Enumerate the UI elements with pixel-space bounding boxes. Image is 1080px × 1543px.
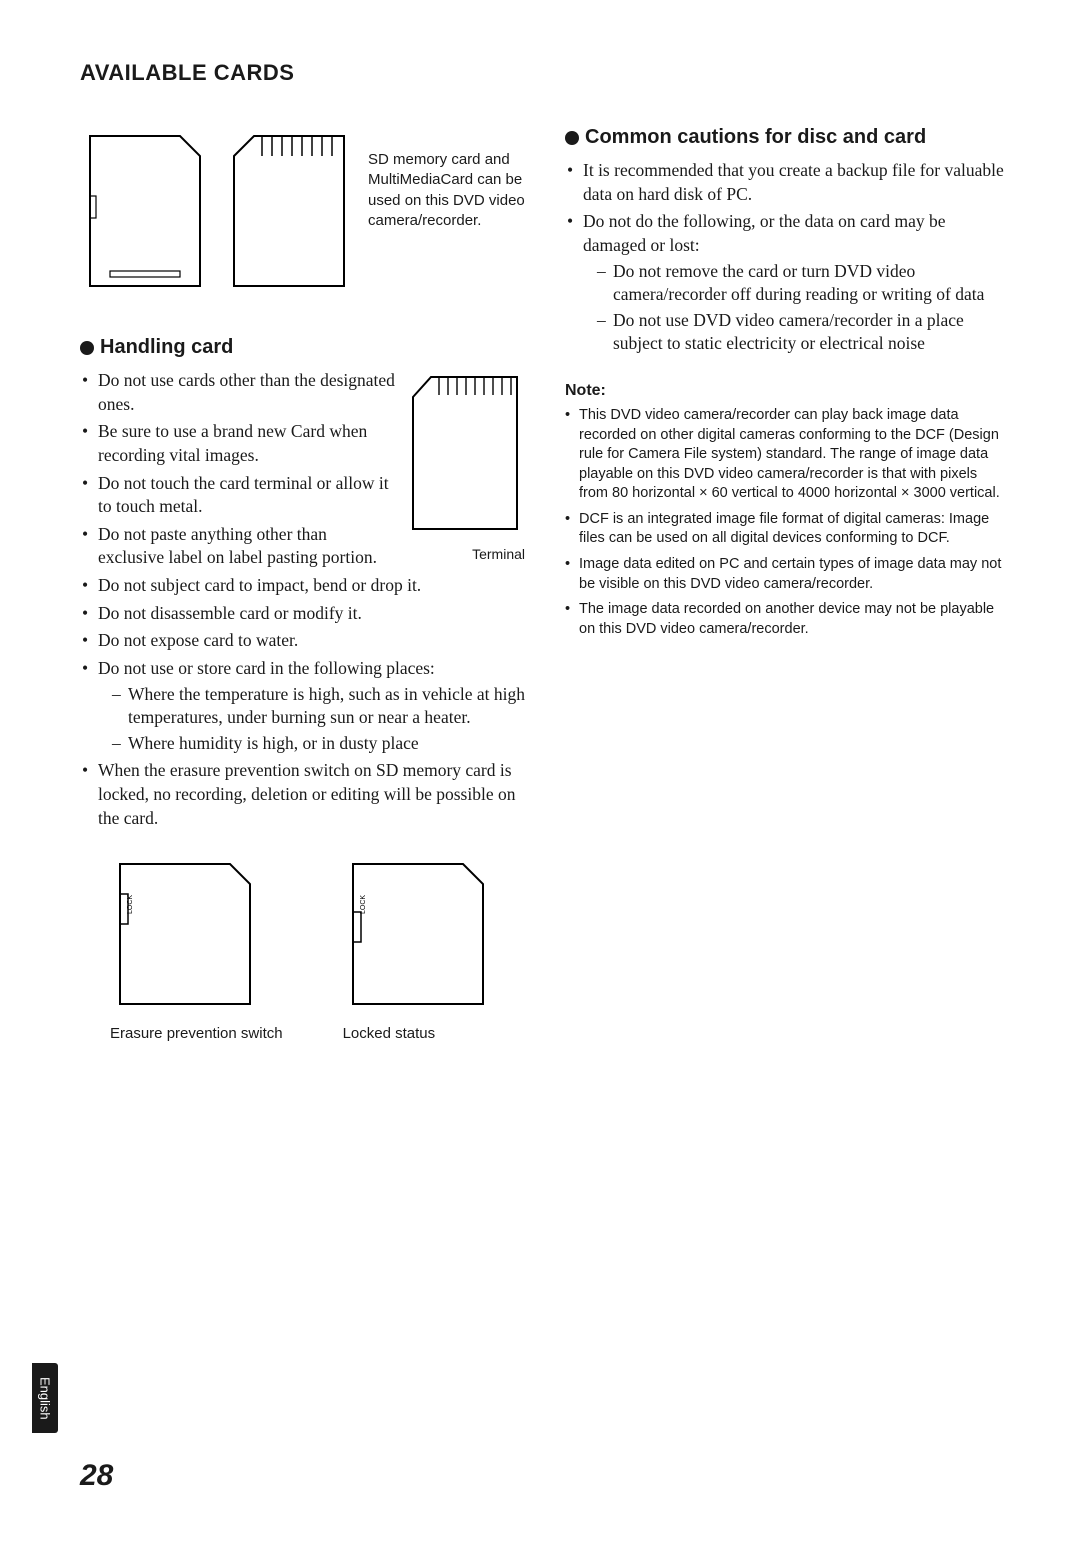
language-tab: English <box>32 1363 58 1433</box>
handling-heading: Handling card <box>80 336 525 359</box>
note-item: The image data recorded on another devic… <box>565 600 1010 639</box>
handling-item: When the erasure prevention switch on SD… <box>80 759 525 830</box>
common-sublist: Do not remove the card or turn DVD video… <box>583 260 1010 357</box>
note-item: Image data edited on PC and certain type… <box>565 555 1010 594</box>
handling-item: Be sure to use a brand new Card when rec… <box>80 420 525 467</box>
note-item: DCF is an integrated image file format o… <box>565 510 1010 549</box>
svg-text:LOCK: LOCK <box>360 895 367 914</box>
common-item: It is recommended that you create a back… <box>565 159 1010 206</box>
handling-item-text: Do not use or store card in the followin… <box>98 658 435 678</box>
handling-subitem: Where humidity is high, or in dusty plac… <box>112 732 525 756</box>
common-heading-text: Common cautions for disc and card <box>585 126 926 149</box>
common-subitem: Do not use DVD video camera/recorder in … <box>597 309 1010 356</box>
left-column: SD memory card and MultiMediaCard can be… <box>80 126 525 1044</box>
handling-item: Do not use cards other than the designat… <box>80 369 525 416</box>
common-item-text: Do not do the following, or the data on … <box>583 211 946 255</box>
handling-list: Do not use cards other than the designat… <box>80 369 525 830</box>
right-column: Common cautions for disc and card It is … <box>565 126 1010 1044</box>
note-item: This DVD video camera/recorder can play … <box>565 406 1010 504</box>
handling-item: Do not expose card to water. <box>80 629 525 653</box>
handling-subitem: Where the temperature is high, such as i… <box>112 683 525 730</box>
locked-status-card-icon: LOCK <box>343 854 493 1014</box>
note-heading: Note: <box>565 382 1010 400</box>
handling-item: Do not touch the card terminal or allow … <box>80 472 525 519</box>
handling-item: Do not disassemble card or modify it. <box>80 602 525 626</box>
page-number: 28 <box>80 1459 113 1493</box>
handling-item: Do not use or store card in the followin… <box>80 657 525 756</box>
common-heading: Common cautions for disc and card <box>565 126 1010 149</box>
sd-card-icon <box>80 126 210 296</box>
switch-card-pair: LOCK Erasure prevention switch LOCK Lock… <box>80 854 525 1044</box>
common-list: It is recommended that you create a back… <box>565 159 1010 356</box>
common-item: Do not do the following, or the data on … <box>565 210 1010 356</box>
erasure-switch-label: Erasure prevention switch <box>110 1025 283 1044</box>
handling-item: Do not paste anything other than exclusi… <box>80 523 525 570</box>
common-subitem: Do not remove the card or turn DVD video… <box>597 260 1010 307</box>
page-title: AVAILABLE CARDS <box>80 60 1010 86</box>
mmc-card-icon <box>224 126 354 296</box>
heading-bullet-icon <box>565 131 579 145</box>
note-list: This DVD video camera/recorder can play … <box>565 406 1010 639</box>
handling-sublist: Where the temperature is high, such as i… <box>98 683 525 756</box>
locked-status-label: Locked status <box>343 1025 493 1044</box>
handling-item: Do not subject card to impact, bend or d… <box>80 574 525 598</box>
card-illustration-row: SD memory card and MultiMediaCard can be… <box>80 126 525 296</box>
erasure-switch-card-icon: LOCK <box>110 854 260 1014</box>
svg-text:LOCK: LOCK <box>127 895 134 914</box>
heading-bullet-icon <box>80 341 94 355</box>
cards-caption: SD memory card and MultiMediaCard can be… <box>368 126 525 231</box>
handling-heading-text: Handling card <box>100 336 233 359</box>
